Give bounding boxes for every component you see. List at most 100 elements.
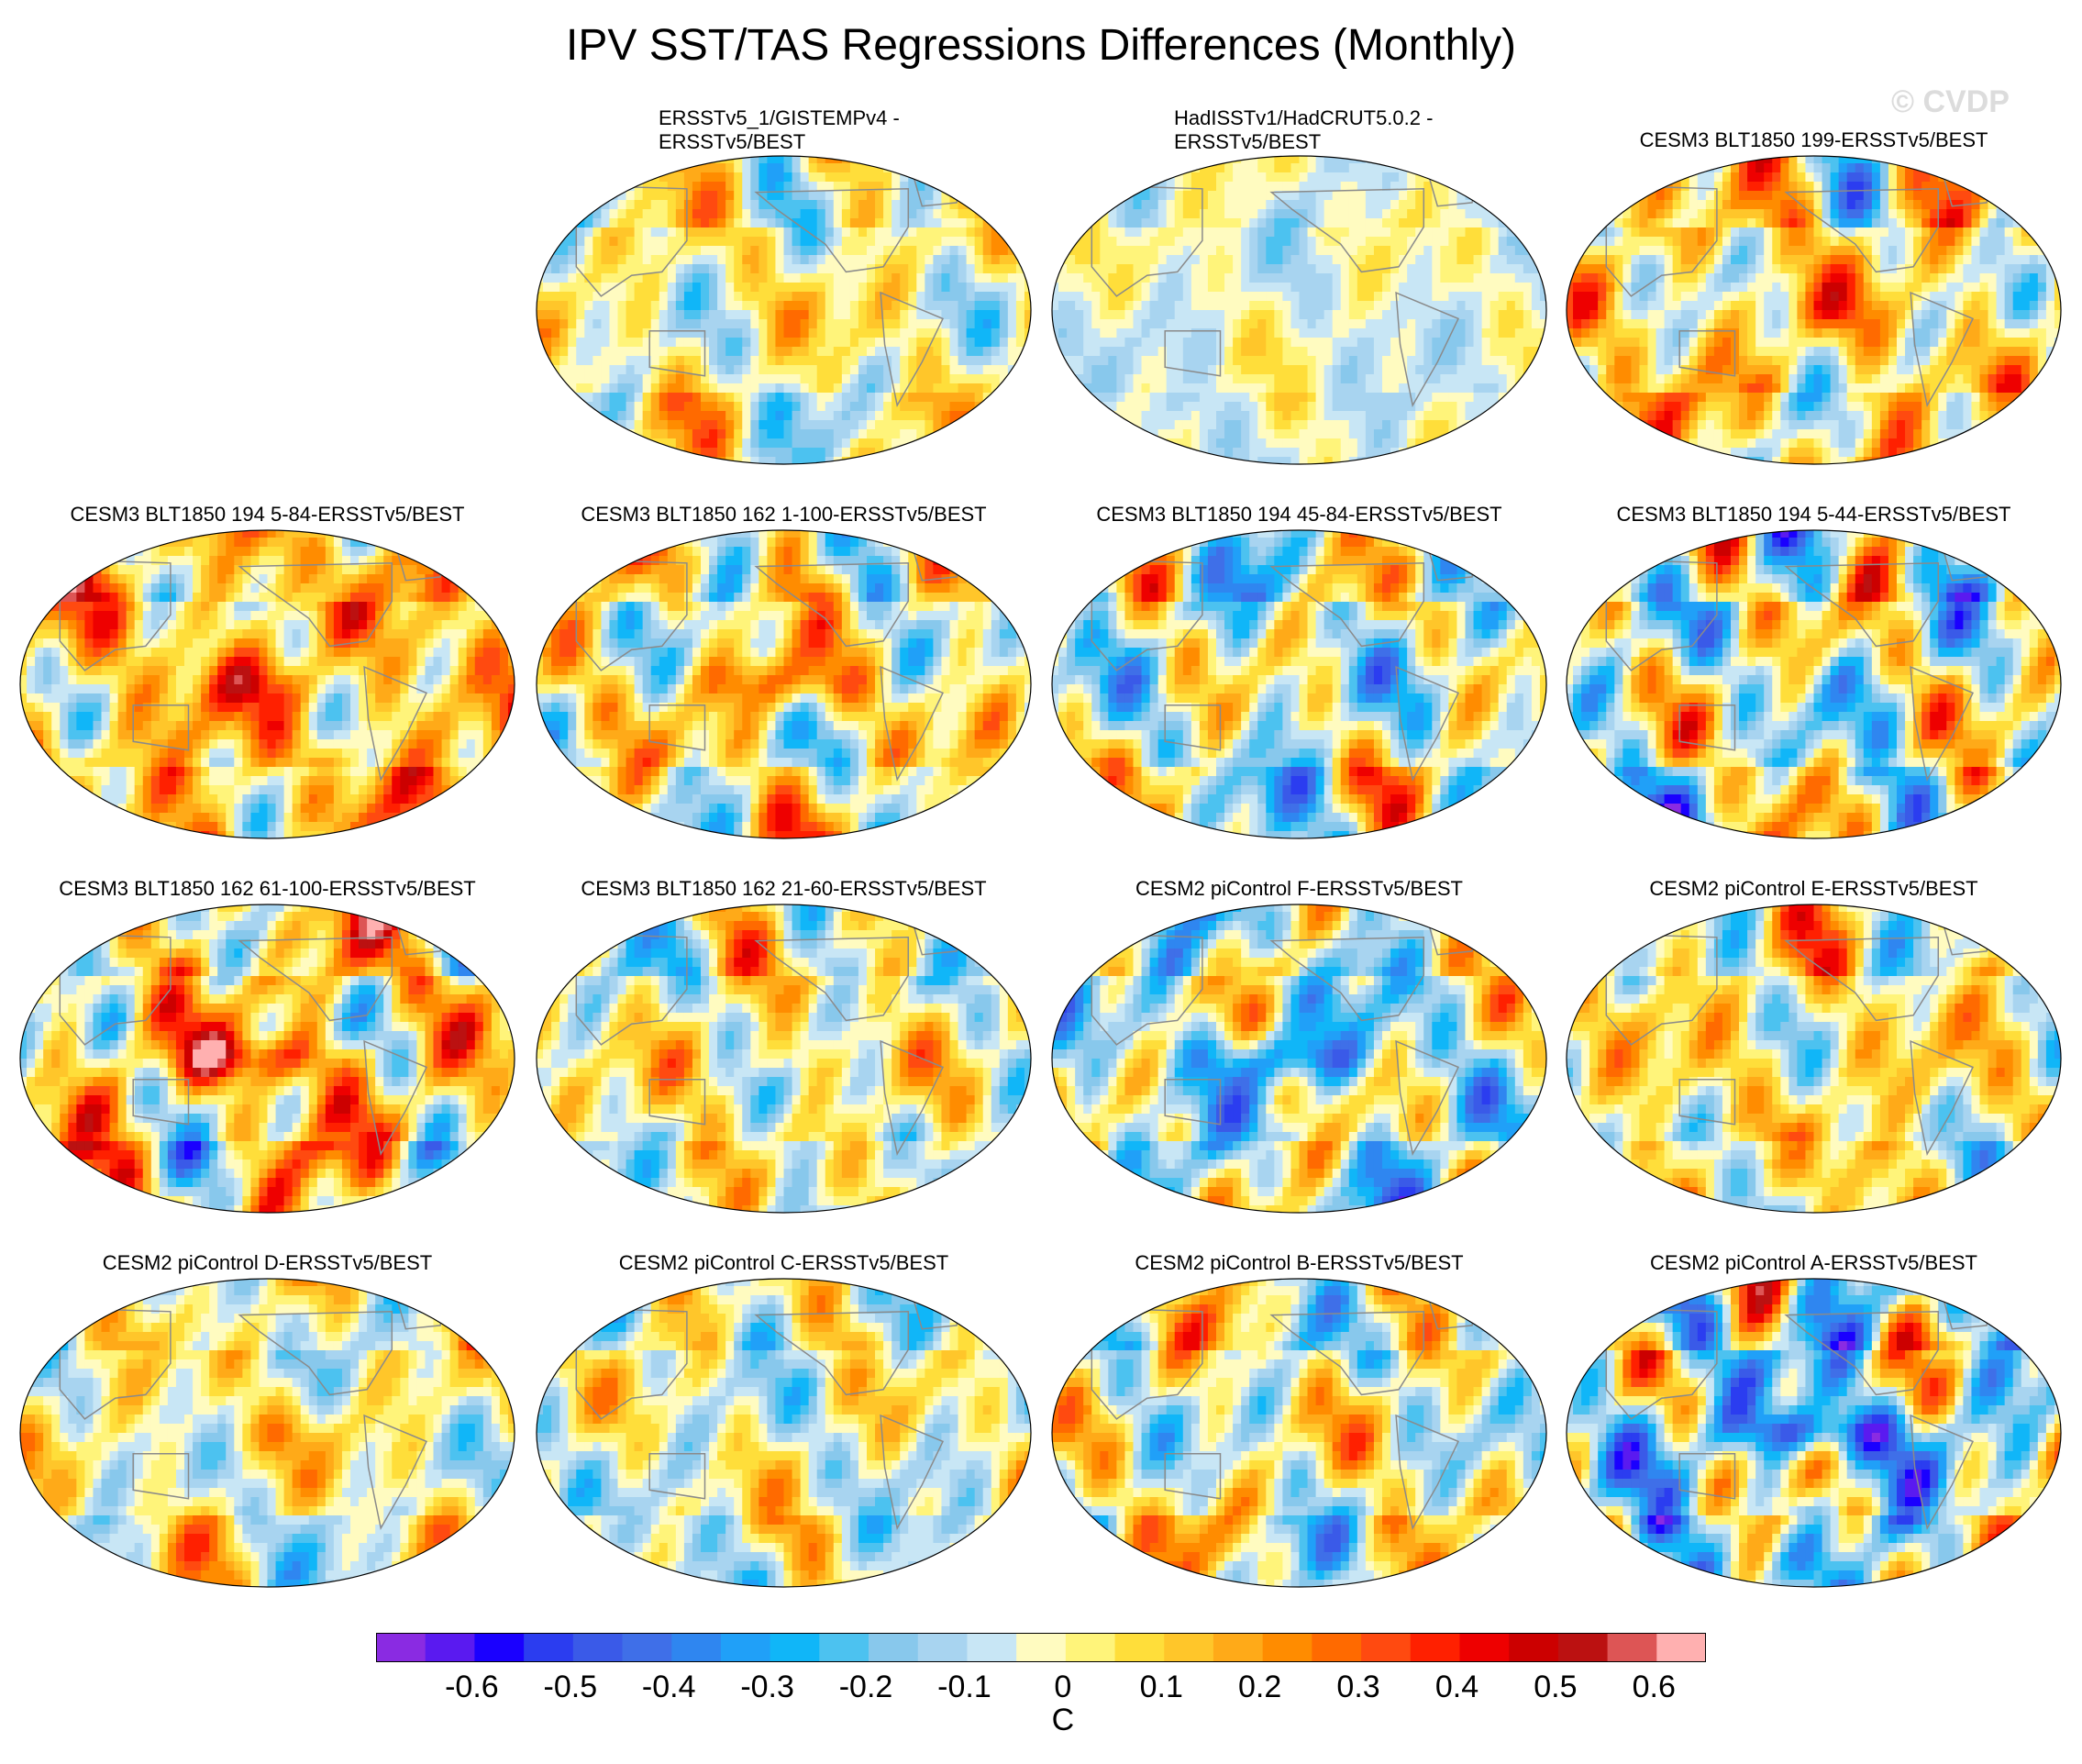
- colorbar-swatch: [1410, 1633, 1460, 1662]
- colorbar-swatch: [1114, 1633, 1165, 1662]
- coastline: [363, 1039, 428, 1156]
- coastline: [754, 1311, 910, 1396]
- colorbar-swatch: [474, 1633, 525, 1662]
- colorbar-swatch: [572, 1633, 624, 1662]
- colorbar-tick-label: 0.6: [1633, 1670, 1676, 1705]
- map-panel: [1051, 155, 1547, 465]
- map-panel: [1566, 529, 2062, 839]
- coastline: [1605, 559, 1718, 671]
- map-border: [1051, 155, 1547, 465]
- colorbar-tick-label: -0.6: [445, 1670, 499, 1705]
- panel-title: CESM2 piControl A-ERSSTv5/BEST: [1565, 1251, 2063, 1275]
- coastline: [1784, 937, 1940, 1022]
- coastline: [754, 562, 910, 648]
- coastline: [1605, 933, 1718, 1046]
- coastline: [1678, 329, 1736, 377]
- coastline: [1395, 1414, 1460, 1530]
- colorbar-swatch: [1509, 1633, 1559, 1662]
- coastline: [1164, 329, 1222, 377]
- colorbar-frame: [376, 1633, 1706, 1662]
- main-title: IPV SST/TAS Regressions Differences (Mon…: [0, 20, 2082, 71]
- coastline: [1678, 1078, 1736, 1126]
- map-border: [1051, 904, 1547, 1214]
- panel-title: HadISSTv1/HadCRUT5.0.2 - ERSSTv5/BEST: [1174, 106, 1433, 154]
- colorbar-tick-label: -0.2: [839, 1670, 893, 1705]
- coastline: [1164, 1452, 1222, 1500]
- coastline: [1091, 1307, 1203, 1420]
- panel-title: CESM2 piControl D-ERSSTv5/BEST: [18, 1251, 516, 1275]
- coastline: [575, 559, 688, 671]
- coastline: [880, 291, 945, 407]
- coastline: [880, 1414, 945, 1530]
- colorbar-tick-label: -0.3: [740, 1670, 794, 1705]
- coastline: [59, 933, 172, 1046]
- coastline: [132, 704, 190, 751]
- map-panel: [1051, 529, 1547, 839]
- map-panel: [19, 529, 515, 839]
- coastline: [648, 1452, 706, 1500]
- coastline: [575, 184, 688, 297]
- coastline: [363, 1414, 428, 1530]
- panel-title: CESM3 BLT1850 162 61-100-ERSSTv5/BEST: [18, 877, 516, 901]
- colorbar-swatch: [1065, 1633, 1116, 1662]
- colorbar: [376, 1633, 1706, 1662]
- colorbar-swatch: [720, 1633, 771, 1662]
- coastline: [1605, 184, 1718, 297]
- coastline: [1605, 1307, 1718, 1420]
- colorbar-tick-label: -0.1: [937, 1670, 991, 1705]
- map-panel: [19, 904, 515, 1214]
- colorbar-tick-label: 0: [1054, 1670, 1071, 1705]
- coastline: [1910, 1414, 1975, 1530]
- colorbar-swatch: [770, 1633, 820, 1662]
- coastline: [1784, 188, 1940, 273]
- coastline: [1164, 1078, 1222, 1126]
- colorbar-swatch: [1262, 1633, 1312, 1662]
- map-border: [1566, 155, 2062, 465]
- coastline: [238, 937, 393, 1022]
- coastline: [1784, 1311, 1940, 1396]
- coastline: [1164, 704, 1222, 751]
- coastline: [648, 1078, 706, 1126]
- coastline: [363, 665, 428, 782]
- colorbar-tick-label: -0.5: [544, 1670, 598, 1705]
- map-panel: [536, 155, 1032, 465]
- colorbar-swatch: [376, 1633, 426, 1662]
- colorbar-swatch: [622, 1633, 672, 1662]
- map-panel: [1566, 1278, 2062, 1588]
- colorbar-swatch: [1361, 1633, 1412, 1662]
- cvdp-watermark: © CVDP: [1891, 84, 2010, 120]
- coastline: [238, 562, 393, 648]
- coastline: [1091, 559, 1203, 671]
- map-field: [1567, 1279, 2061, 1587]
- map-panel: [536, 529, 1032, 839]
- coastline: [238, 1311, 393, 1396]
- map-border: [536, 1278, 1032, 1588]
- panel-title: CESM2 piControl F-ERSSTv5/BEST: [1050, 877, 1548, 901]
- coastline: [59, 1307, 172, 1420]
- coastline: [1910, 665, 1975, 782]
- map-border: [1051, 529, 1547, 839]
- panel-title: CESM2 piControl B-ERSSTv5/BEST: [1050, 1251, 1548, 1275]
- panel-title: CESM3 BLT1850 199-ERSSTv5/BEST: [1565, 128, 2063, 152]
- coastline: [132, 1078, 190, 1126]
- panel-title: CESM2 piControl E-ERSSTv5/BEST: [1565, 877, 2063, 901]
- map-panel: [1051, 904, 1547, 1214]
- coastline: [1269, 1311, 1425, 1396]
- colorbar-swatch: [1164, 1633, 1214, 1662]
- colorbar-swatch: [524, 1633, 574, 1662]
- coastline: [1269, 562, 1425, 648]
- map-border: [536, 155, 1032, 465]
- coastline: [754, 937, 910, 1022]
- coastline: [1395, 1039, 1460, 1156]
- map-border: [1566, 529, 2062, 839]
- panel-title: CESM3 BLT1850 194 5-84-ERSSTv5/BEST: [18, 503, 516, 527]
- map-border: [1051, 1278, 1547, 1588]
- map-border: [1566, 904, 2062, 1214]
- coastline: [1910, 1039, 1975, 1156]
- panel-title: CESM2 piControl C-ERSSTv5/BEST: [535, 1251, 1033, 1275]
- colorbar-swatch: [1016, 1633, 1067, 1662]
- coastline: [1395, 291, 1460, 407]
- panel-title: CESM3 BLT1850 162 1-100-ERSSTv5/BEST: [535, 503, 1033, 527]
- colorbar-tick-label: 0.4: [1435, 1670, 1478, 1705]
- colorbar-swatch: [1213, 1633, 1264, 1662]
